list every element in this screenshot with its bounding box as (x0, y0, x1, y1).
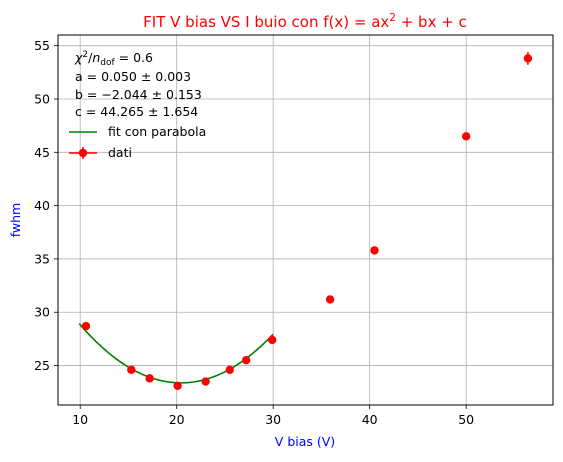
n-symbol: n (92, 50, 100, 65)
x-axis-label: V bias (V) (275, 434, 335, 449)
coefficient-c-annotation: c = 44.265 ± 1.654 (75, 104, 198, 119)
data-point (241, 356, 251, 365)
x-tick-label: 20 (169, 412, 185, 427)
chart-title-suffix: + bx + c (396, 13, 467, 31)
data-point (81, 321, 91, 331)
data-point (268, 335, 277, 345)
chart-title: FIT V bias VS I buio con f(x) = ax2 + bx… (143, 12, 467, 31)
coefficient-a-annotation: a = 0.050 ± 0.003 (75, 69, 191, 84)
chi2-annotation: χ2/ndof = 0.6 (74, 50, 153, 68)
legend: fit con parabola dati (69, 124, 206, 160)
plot-area (58, 35, 553, 405)
chi2-value: = 0.6 (115, 50, 153, 65)
data-point (145, 374, 154, 383)
n-subscript: dof (100, 58, 115, 68)
data-point (370, 246, 379, 255)
data-point (523, 54, 533, 63)
x-tick-label: 50 (458, 412, 474, 427)
y-tick-label: 25 (34, 358, 50, 373)
data-point (461, 132, 471, 141)
legend-data-marker (78, 148, 88, 158)
y-tick-label: 45 (34, 145, 50, 160)
chart-title-superscript: 2 (389, 12, 396, 24)
x-tick-label: 10 (72, 412, 88, 427)
grid (58, 35, 553, 405)
data-point (173, 381, 182, 391)
y-tick-label: 30 (34, 305, 50, 320)
y-tick-label: 35 (34, 251, 50, 266)
coefficient-b-annotation: b = −2.044 ± 0.153 (75, 87, 202, 102)
x-tick-label: 30 (265, 412, 281, 427)
plot-frame (57, 34, 554, 406)
fit-annotations: χ2/ndof = 0.6 a = 0.050 ± 0.003 b = −2.0… (74, 50, 202, 119)
chi-symbol: χ (74, 50, 83, 65)
data-point (127, 365, 136, 375)
y-tick-label: 40 (34, 198, 50, 213)
y-tick-label: 55 (34, 38, 50, 53)
chi-slash: / (88, 50, 93, 65)
x-tick-label: 40 (362, 412, 378, 427)
data-point (201, 377, 210, 386)
legend-fit-label: fit con parabola (108, 124, 206, 139)
y-tick-label: 50 (34, 91, 50, 106)
chi-superscript: 2 (82, 50, 88, 60)
legend-data-label: dati (108, 145, 132, 160)
y-axis-label: fwhm (8, 203, 23, 238)
data-point (325, 295, 335, 304)
chart-title-prefix: FIT V bias VS I buio con f(x) = ax (143, 13, 389, 31)
data-points-layer (81, 52, 533, 391)
axis-ticks: 10 20 30 40 50 25 30 35 40 45 50 55 (34, 38, 474, 427)
data-point (225, 365, 234, 375)
